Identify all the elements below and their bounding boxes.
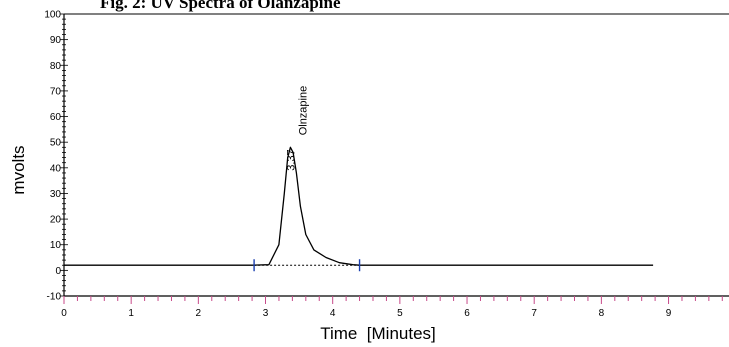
y-tick-label: 100 — [44, 10, 61, 21]
y-tick-label: 0 — [55, 266, 61, 277]
x-tick-label: 3 — [263, 308, 269, 319]
peak-name-label: Olnzapine — [297, 86, 309, 136]
y-tick-label: 40 — [50, 163, 62, 174]
x-ticks: 0 1 2 3 4 5 6 7 8 9 — [61, 296, 723, 319]
y-tick-label: 50 — [50, 138, 62, 149]
y-tick-label: 70 — [50, 86, 62, 97]
x-tick-label: 1 — [128, 308, 134, 319]
x-tick-label: 6 — [464, 308, 470, 319]
y-ticks: -10 0 10 20 30 40 50 60 70 80 90 100 — [44, 10, 68, 303]
peak-retention-time-label: 3.37 — [285, 149, 297, 170]
y-tick-label: 90 — [50, 35, 62, 46]
x-tick-label: 9 — [666, 308, 672, 319]
y-axis-label: mvolts — [9, 145, 28, 194]
plot-content: Olnzapine 3.37 — [64, 86, 654, 272]
x-axis-label: Time [Minutes] — [320, 324, 436, 343]
signal-trace — [64, 146, 654, 266]
x-tick-label: 5 — [397, 308, 403, 319]
x-tick-label: 7 — [531, 308, 537, 319]
y-tick-label: -10 — [47, 292, 62, 303]
y-tick-label: 80 — [50, 61, 62, 72]
y-tick-label: 30 — [50, 189, 62, 200]
y-tick-label: 10 — [50, 240, 62, 251]
figure-title: Fig. 2: UV Spectra of Olanzapine — [100, 0, 341, 12]
plot-frame — [63, 13, 729, 297]
y-tick-label: 60 — [50, 112, 62, 123]
x-tick-label: 0 — [61, 308, 67, 319]
y-tick-label: 20 — [50, 215, 62, 226]
x-tick-label: 2 — [196, 308, 202, 319]
x-tick-label: 8 — [599, 308, 605, 319]
x-tick-label: 4 — [330, 308, 336, 319]
